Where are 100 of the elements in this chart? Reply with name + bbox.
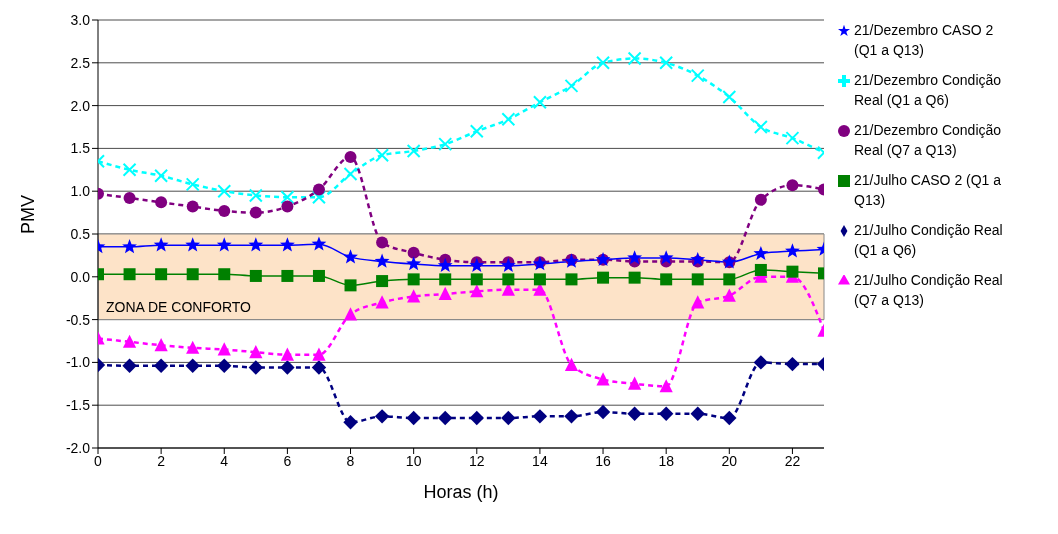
point <box>376 275 389 288</box>
point <box>217 342 231 356</box>
point <box>659 379 673 393</box>
point <box>627 250 643 265</box>
point <box>470 284 484 298</box>
point <box>185 177 200 192</box>
point <box>312 183 325 196</box>
point <box>281 200 294 213</box>
point <box>723 273 736 286</box>
point <box>407 289 421 303</box>
point <box>565 273 578 286</box>
point <box>376 236 389 249</box>
point <box>155 268 168 281</box>
y-tick-label: 1.5 <box>70 140 91 157</box>
point <box>564 357 579 371</box>
point <box>469 410 484 426</box>
point <box>595 404 611 420</box>
point <box>754 263 767 276</box>
point <box>343 415 358 430</box>
y-tick-label: -1.0 <box>65 354 91 371</box>
point <box>786 265 799 278</box>
point <box>438 410 453 426</box>
point <box>628 376 642 390</box>
point <box>155 196 168 209</box>
x-tick-label: 18 <box>658 452 675 469</box>
point <box>753 355 769 370</box>
point <box>217 358 232 374</box>
point <box>312 347 326 361</box>
point <box>690 406 705 421</box>
legend-label: 21/Dezembro Condição Real (Q7 a Q13) <box>854 121 1003 160</box>
point <box>123 192 136 205</box>
point <box>722 90 737 105</box>
point <box>690 251 706 266</box>
x-tick-label: 22 <box>784 452 801 469</box>
point <box>437 257 453 272</box>
point <box>248 237 264 252</box>
x-tick-label: 16 <box>595 452 612 469</box>
point <box>691 273 704 286</box>
point <box>280 360 295 375</box>
y-tick-label: -2.0 <box>65 439 91 456</box>
legend-label: 21/Julho CASO 2 (Q1 a Q13) <box>854 171 1003 210</box>
point <box>469 124 484 139</box>
point <box>249 206 262 219</box>
point <box>501 112 516 127</box>
point <box>532 95 547 110</box>
point <box>375 295 389 309</box>
point <box>216 237 232 252</box>
point <box>627 51 642 66</box>
point <box>343 307 358 321</box>
y-tick-label: 2.5 <box>70 54 91 71</box>
point <box>658 406 674 421</box>
point <box>186 268 199 281</box>
point <box>564 409 579 424</box>
point <box>438 286 452 300</box>
point <box>470 273 483 286</box>
point <box>281 269 294 282</box>
point <box>374 409 390 424</box>
point <box>123 268 136 281</box>
point <box>185 358 200 374</box>
y-tick-label: -0.5 <box>65 311 91 328</box>
point <box>407 273 420 286</box>
point <box>122 162 137 177</box>
point <box>785 131 800 146</box>
point <box>186 340 200 354</box>
point <box>406 256 422 271</box>
point <box>312 269 325 282</box>
point <box>690 68 705 83</box>
y-tick-label: 1.0 <box>70 183 91 200</box>
x-tick-label: 20 <box>721 452 738 469</box>
point <box>691 295 705 309</box>
point <box>280 190 295 205</box>
x-tick-label: 4 <box>220 452 229 469</box>
point <box>186 200 199 213</box>
point <box>374 253 390 268</box>
point <box>501 410 516 426</box>
point <box>407 246 420 259</box>
point <box>218 268 231 281</box>
point <box>597 271 610 284</box>
y-tick-label: 2.0 <box>70 97 91 114</box>
point <box>218 204 231 217</box>
point <box>154 168 169 183</box>
point <box>153 358 169 374</box>
point <box>532 409 548 424</box>
point <box>122 334 137 348</box>
point <box>185 237 201 252</box>
point <box>722 410 737 426</box>
point <box>375 148 390 163</box>
point <box>280 347 294 361</box>
legend-label: 21/Julho Condição Real (Q1 a Q6) <box>854 221 1004 260</box>
x-tick-label: 2 <box>157 452 166 469</box>
point <box>786 179 799 192</box>
point <box>217 184 232 199</box>
x-tick-label: 10 <box>405 452 422 469</box>
legend-label: 21/Dezembro Condição Real (Q1 a Q6) <box>854 71 1003 110</box>
point <box>249 344 263 359</box>
point <box>406 410 421 426</box>
point <box>754 193 767 206</box>
point <box>248 188 263 203</box>
y-axis-title: PMV <box>18 194 39 234</box>
point <box>564 78 579 93</box>
